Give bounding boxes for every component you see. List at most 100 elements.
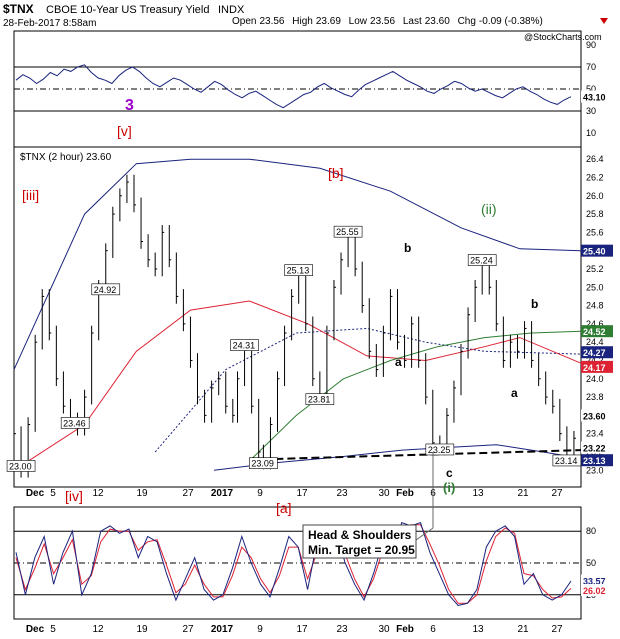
stoch-x-tick: 23: [336, 624, 348, 635]
stoch-x-tick: 5: [50, 624, 56, 635]
price-label-box: [249, 457, 278, 469]
price-y-tick: 26.4: [586, 154, 604, 164]
fast-ma-badge: 24.17: [583, 363, 606, 373]
stoch-x-tick: 2017: [211, 624, 234, 635]
upper-band-badge: 25.40: [583, 247, 606, 257]
wave-label-i: (i): [443, 480, 455, 495]
stoch-x-tick: 21: [517, 624, 529, 635]
price-label-box: [333, 225, 363, 238]
price-label-box: [425, 443, 455, 456]
wave-label-c: c: [446, 466, 453, 480]
price-x-tick: 23: [336, 488, 348, 499]
down-arrow-icon: [600, 18, 608, 24]
neckline: [263, 449, 582, 461]
price-y-tick: 23.8: [586, 392, 604, 402]
wave-label-b2: b: [531, 297, 538, 311]
x-axes: Dec 5 12 19 27 2017 9 17 23 30 Feb 6 13 21 27 Dec 5 12 19 2…: [26, 488, 563, 635]
price-y-tick: 25.6: [586, 227, 604, 237]
price-x-tick: 13: [472, 488, 484, 499]
price-label: 25.13: [287, 266, 310, 276]
price-label-box: [6, 460, 36, 472]
callout-line-2: Min. Target = 20.95: [308, 543, 415, 557]
chart-header: $TNX CBOE 10-Year US Treasury Yield INDX…: [3, 2, 608, 42]
price-x-tick: 9: [257, 488, 263, 499]
callout-line-1: Head & Shoulders: [308, 528, 412, 542]
price-x-tick: 5: [50, 488, 56, 499]
fast-ma-badge-bg: [581, 360, 613, 373]
stoch-x-tick: 30: [378, 624, 390, 635]
rsi-panel: 90 70 50 30 10 43.10: [14, 40, 613, 138]
rsi-line: [15, 64, 572, 109]
price-y-tick: 24.2: [586, 355, 604, 365]
neckline-badge: 23.22: [583, 443, 606, 453]
stoch-x-tick: Feb: [396, 624, 414, 635]
stoch-k-badge: 33.57: [583, 576, 606, 586]
price-x-tick: 2017: [211, 488, 234, 499]
stoch-x-tick: 17: [296, 624, 308, 635]
price-x-tick: 27: [551, 488, 563, 499]
price-x-tick: 19: [136, 488, 148, 499]
price-label-box: [467, 254, 497, 266]
stoch-x-tick: 6: [430, 624, 436, 635]
last-price-badge: 23.60: [583, 411, 606, 421]
price-x-tick: 27: [182, 488, 194, 499]
stoch-d-badge: 26.02: [583, 586, 606, 596]
price-label: 24.31: [233, 341, 256, 351]
symbol-title: $TNX: [3, 2, 34, 16]
stoch-d-badge-bg: [581, 584, 613, 597]
price-y-tick: 25.8: [586, 209, 604, 219]
wave-label-3: 3: [125, 97, 134, 114]
annotations: 3 [v] [iii] [b] (ii) b a b a c(i) [iv] [a] Head & Sh…: [22, 97, 538, 559]
wave-label-a2: a: [511, 386, 518, 400]
stoch-d-line: [15, 524, 572, 604]
price-label: 23.00: [9, 461, 32, 471]
stoch-x-tick: 9: [257, 624, 263, 635]
price-label: 23.09: [251, 459, 274, 469]
upper-band-line: [13, 158, 582, 370]
rsi-y-tick: 10: [586, 128, 596, 138]
stoch-x-tick: 19: [136, 624, 148, 635]
price-label-box: [91, 283, 121, 296]
price-panel: 26.426.226.025.825.625.425.225.024.824.6…: [6, 152, 613, 478]
wave-label-ii: (ii): [481, 201, 497, 217]
price-label-box: [305, 393, 335, 405]
price-label: 23.46: [63, 418, 86, 428]
price-y-tick: 24.8: [586, 301, 604, 311]
price-y-tick: 26.0: [586, 191, 604, 201]
stoch-x-tick: 27: [551, 624, 563, 635]
price-label-box: [284, 264, 313, 276]
lower-band-badge: 23.13: [583, 456, 606, 466]
price-label: 23.25: [428, 445, 451, 455]
price-label-box: [230, 339, 259, 351]
slow-ma-line: [248, 330, 582, 462]
wave-label-b1: b: [404, 241, 411, 255]
price-y-tick: 25.0: [586, 282, 604, 292]
rsi-last-badge-bg: [581, 90, 613, 103]
price-y-tick: 23.0: [586, 465, 604, 475]
price-y-tick: 23.4: [586, 429, 604, 439]
wave-label-iii: [iii]: [22, 187, 39, 203]
last-price-badge-bg: [581, 409, 613, 422]
source-credit: @StockCharts.com: [524, 32, 602, 42]
datetime-label: 28-Feb-2017 8:58am: [3, 18, 96, 29]
wave-label-b-bracket: [b]: [328, 165, 344, 181]
price-x-tick: 30: [378, 488, 390, 499]
neckline-badge-bg: [581, 441, 613, 454]
ohlc-readout: Open 23.56 High 23.69 Low 23.56 Last 23.60 C…: [232, 16, 543, 27]
exchange-label: INDX: [218, 4, 245, 16]
wave-label-a-bracket: [a]: [276, 500, 292, 516]
price-legend: $TNX (2 hour) 23.60: [20, 152, 112, 163]
price-label: 23.14: [555, 456, 578, 466]
price-x-tick: 12: [92, 488, 104, 499]
upper-band-badge-bg: [581, 244, 613, 257]
stoch-x-tick: 12: [92, 624, 104, 635]
price-x-tick: Dec: [26, 488, 45, 499]
price-y-tick: 24.6: [586, 319, 604, 329]
stoch-x-tick: 13: [472, 624, 484, 635]
slow-ma-badge-bg: [581, 325, 613, 338]
price-label: 25.24: [470, 256, 493, 266]
price-y-tick: 24.0: [586, 374, 604, 384]
callout-pointer-elbow: [415, 527, 434, 541]
stoch-k-line: [15, 522, 572, 606]
